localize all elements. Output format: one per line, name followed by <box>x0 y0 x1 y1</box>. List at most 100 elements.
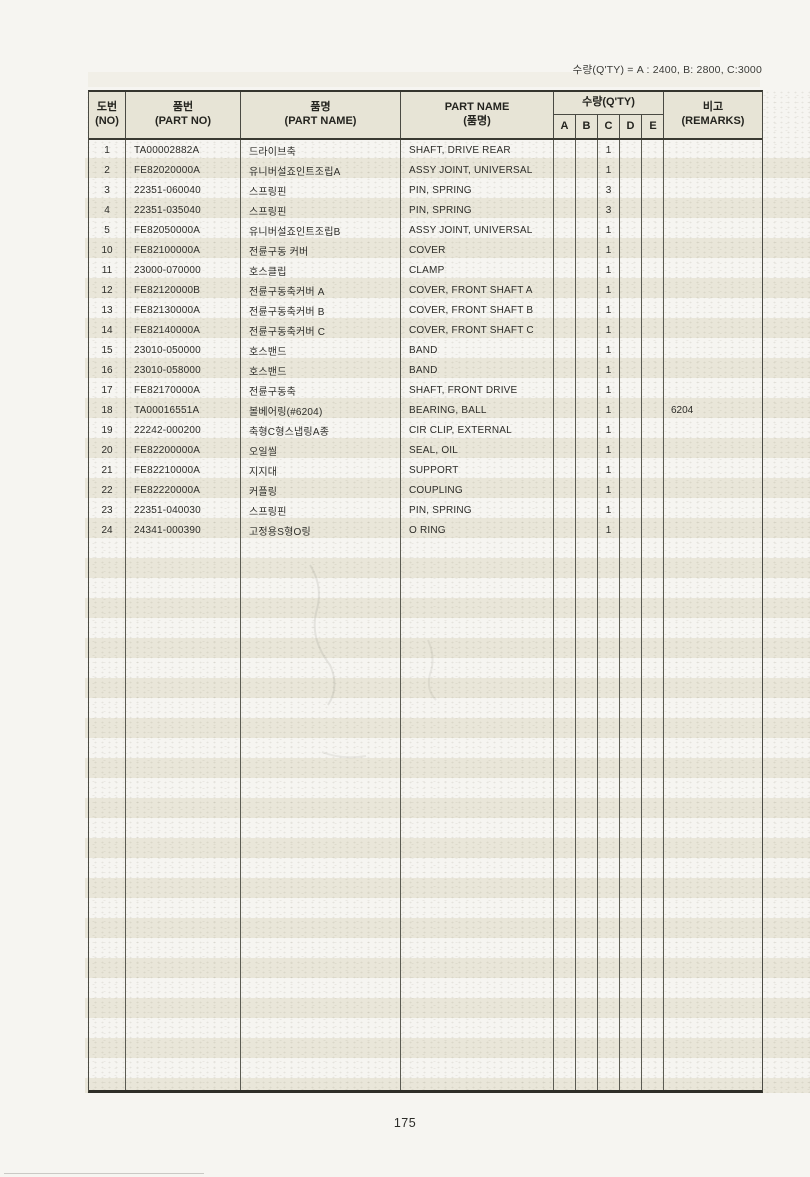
row-qty-a <box>554 440 576 460</box>
qty-legend: 수량(Q'TY) = A : 2400, B: 2800, C:3000 <box>572 64 762 76</box>
table-row: 15 23010-050000 호스밴드 BAND 1 <box>89 340 762 360</box>
empty-col-qty-a <box>554 540 576 1090</box>
row-qty-c: 1 <box>598 300 620 320</box>
row-qty-b <box>576 500 598 520</box>
row-name-en: ASSY JOINT, UNIVERSAL <box>401 220 554 240</box>
row-qty-e <box>642 340 664 360</box>
header-name-ko-l1: 품명 <box>310 101 331 114</box>
row-qty-a <box>554 360 576 380</box>
row-qty-a <box>554 320 576 340</box>
row-no: 17 <box>89 380 126 400</box>
row-qty-b <box>576 440 598 460</box>
header-name-ko: 품명 (PART NAME) <box>241 92 401 138</box>
row-qty-e <box>642 300 664 320</box>
row-part-no: FE82020000A <box>126 160 241 180</box>
row-qty-d <box>620 200 642 220</box>
row-qty-d <box>620 360 642 380</box>
row-qty-b <box>576 200 598 220</box>
row-remarks <box>664 240 762 260</box>
row-qty-c: 1 <box>598 420 620 440</box>
empty-col-qty-c <box>598 540 620 1090</box>
row-name-ko: 호스밴드 <box>241 360 401 380</box>
row-name-en: COUPLING <box>401 480 554 500</box>
row-name-ko: 유니버설죠인트조립A <box>241 160 401 180</box>
row-name-ko: 전륜구동축커버 A <box>241 280 401 300</box>
table-row: 23 22351-040030 스프링핀 PIN, SPRING 1 <box>89 500 762 520</box>
row-no: 15 <box>89 340 126 360</box>
empty-col-no <box>89 540 126 1090</box>
row-name-ko: 스프링핀 <box>241 180 401 200</box>
row-qty-c: 1 <box>598 220 620 240</box>
row-part-no: FE82210000A <box>126 460 241 480</box>
row-qty-e <box>642 360 664 380</box>
header-part-no: 품번 (PART NO) <box>126 92 241 138</box>
row-remarks <box>664 280 762 300</box>
row-qty-b <box>576 420 598 440</box>
row-qty-d <box>620 440 642 460</box>
row-part-no: FE82120000B <box>126 280 241 300</box>
row-no: 2 <box>89 160 126 180</box>
row-qty-d <box>620 260 642 280</box>
row-qty-e <box>642 260 664 280</box>
header-part-no-en: (PART NO) <box>154 115 211 127</box>
table-row: 19 22242-000200 축형C형스냅링A종 CIR CLIP, EXTERNA… <box>89 420 762 440</box>
row-qty-d <box>620 160 642 180</box>
table-row: 17 FE82170000A 전륜구동축 SHAFT, FRONT DRIVE 1 <box>89 380 762 400</box>
table-row: 12 FE82120000B 전륜구동축커버 A COVER, FRONT SHAFT… <box>89 280 762 300</box>
row-no: 18 <box>89 400 126 420</box>
row-qty-d <box>620 180 642 200</box>
header-name-ko-l2: (PART NAME) <box>284 115 357 127</box>
table-row: 14 FE82140000A 전륜구동축커버 C COVER, FRONT SHAFT… <box>89 320 762 340</box>
row-qty-d <box>620 480 642 500</box>
row-part-no: FE82220000A <box>126 480 241 500</box>
row-qty-b <box>576 140 598 160</box>
header-remarks: 비고 (REMARKS) <box>664 92 762 138</box>
row-part-no: FE82140000A <box>126 320 241 340</box>
row-remarks <box>664 440 762 460</box>
row-part-no: FE82170000A <box>126 380 241 400</box>
row-name-en: SHAFT, DRIVE REAR <box>401 140 554 160</box>
row-name-en: SUPPORT <box>401 460 554 480</box>
row-name-en: SEAL, OIL <box>401 440 554 460</box>
row-remarks <box>664 360 762 380</box>
row-no: 19 <box>89 420 126 440</box>
header-name-en-l2: (품명) <box>463 115 491 127</box>
table-row: 3 22351-060040 스프링핀 PIN, SPRING 3 <box>89 180 762 200</box>
row-qty-c: 1 <box>598 340 620 360</box>
row-no: 5 <box>89 220 126 240</box>
header-qty-col-c: C <box>598 115 620 138</box>
row-qty-b <box>576 480 598 500</box>
row-qty-d <box>620 420 642 440</box>
row-qty-b <box>576 460 598 480</box>
row-no: 3 <box>89 180 126 200</box>
row-name-en: CLAMP <box>401 260 554 280</box>
row-no: 20 <box>89 440 126 460</box>
row-remarks <box>664 200 762 220</box>
row-qty-a <box>554 220 576 240</box>
row-qty-c: 1 <box>598 140 620 160</box>
row-qty-b <box>576 360 598 380</box>
row-remarks <box>664 140 762 160</box>
row-name-ko: 지지대 <box>241 460 401 480</box>
table-row: 2 FE82020000A 유니버설죠인트조립A ASSY JOINT, UNIVER… <box>89 160 762 180</box>
row-remarks <box>664 520 762 540</box>
header-no: 도번 (NO) <box>89 92 126 138</box>
empty-col-qty-e <box>642 540 664 1090</box>
header-qty-col-a: A <box>554 115 576 138</box>
scan-bottom-edge <box>4 1173 204 1174</box>
row-qty-e <box>642 440 664 460</box>
row-remarks <box>664 320 762 340</box>
table-row: 21 FE82210000A 지지대 SUPPORT 1 <box>89 460 762 480</box>
header-no-en: (NO) <box>95 115 119 127</box>
table-row: 4 22351-035040 스프링핀 PIN, SPRING 3 <box>89 200 762 220</box>
row-remarks <box>664 500 762 520</box>
row-name-en: ASSY JOINT, UNIVERSAL <box>401 160 554 180</box>
row-qty-e <box>642 220 664 240</box>
row-qty-e <box>642 460 664 480</box>
table-row: 13 FE82130000A 전륜구동축커버 B COVER, FRONT SHAFT… <box>89 300 762 320</box>
row-qty-c: 1 <box>598 460 620 480</box>
row-qty-a <box>554 480 576 500</box>
table-body: 1 TA00002882A 드라이브축 SHAFT, DRIVE REAR 1 2 FE82… <box>89 140 762 540</box>
scan-shading-bands <box>85 138 810 1093</box>
row-name-ko: 호스밴드 <box>241 340 401 360</box>
